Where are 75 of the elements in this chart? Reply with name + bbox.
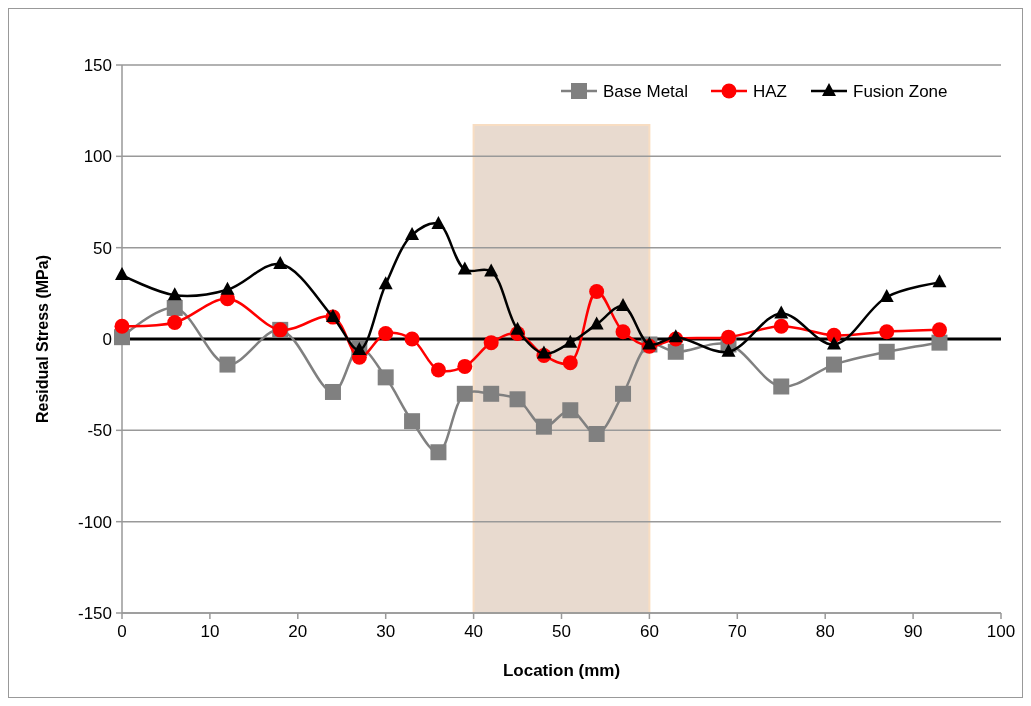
point [483,385,500,402]
point [220,281,235,295]
x-tick-label: 70 [727,622,747,641]
point [616,298,631,312]
point [457,261,472,275]
point [167,287,182,301]
y-tick-label: -50 [87,421,112,441]
point [879,324,895,340]
point [456,385,473,402]
point [562,355,578,371]
y-tick-label: -150 [77,604,112,623]
legend-label: HAZ [753,82,787,101]
point [589,284,605,300]
point [931,322,947,338]
x-tick-label: 30 [376,622,396,641]
x-tick-label: 20 [288,622,308,641]
point [878,343,895,360]
point [510,321,525,335]
x-tick-label: 40 [464,622,484,641]
point [431,215,446,229]
x-tick-label: 90 [903,622,923,641]
point [219,356,236,373]
point [588,425,605,442]
point [774,305,789,319]
point [535,418,552,435]
y-axis-title: Residual Stress (MPa) [34,254,51,424]
point [931,334,948,351]
y-tick-label: -100 [77,512,112,532]
point [378,326,394,342]
point [404,331,420,347]
x-tick-label: 80 [815,622,835,641]
x-tick-label: 10 [200,622,220,641]
x-tick-label: 100 [986,622,1016,641]
point [773,378,790,395]
y-tick-label: 50 [93,238,112,258]
point [273,256,288,270]
point [114,318,130,334]
x-tick-label: 60 [639,622,659,641]
point [404,413,421,430]
x-tick-label: 50 [552,622,571,641]
point [879,288,894,302]
point [932,274,947,288]
y-tick-label: 0 [102,330,112,349]
point [484,263,499,277]
point [825,356,842,373]
point [721,329,737,345]
point [167,315,183,331]
point [166,299,183,316]
x-tick-label: 0 [117,622,127,641]
point [773,318,789,334]
point [562,402,579,419]
point [563,334,578,348]
point [378,276,393,290]
point [589,316,604,330]
point [721,343,736,357]
point [405,226,420,240]
point [668,329,683,343]
point [826,336,841,350]
point [430,444,447,461]
point [615,324,631,340]
legend-label: Fusion Zone [853,82,948,101]
y-tick-label: 100 [83,147,112,167]
point [509,391,526,408]
point [115,267,129,281]
point [377,369,394,386]
point [324,383,341,400]
point [667,343,684,360]
point [483,335,499,351]
point [615,385,632,402]
x-axis-title: Location (mm) [502,661,621,680]
point [430,362,446,378]
legend-label: Base Metal [603,82,689,101]
y-tick-label: 150 [83,56,112,75]
point [536,345,551,359]
point [457,358,473,374]
